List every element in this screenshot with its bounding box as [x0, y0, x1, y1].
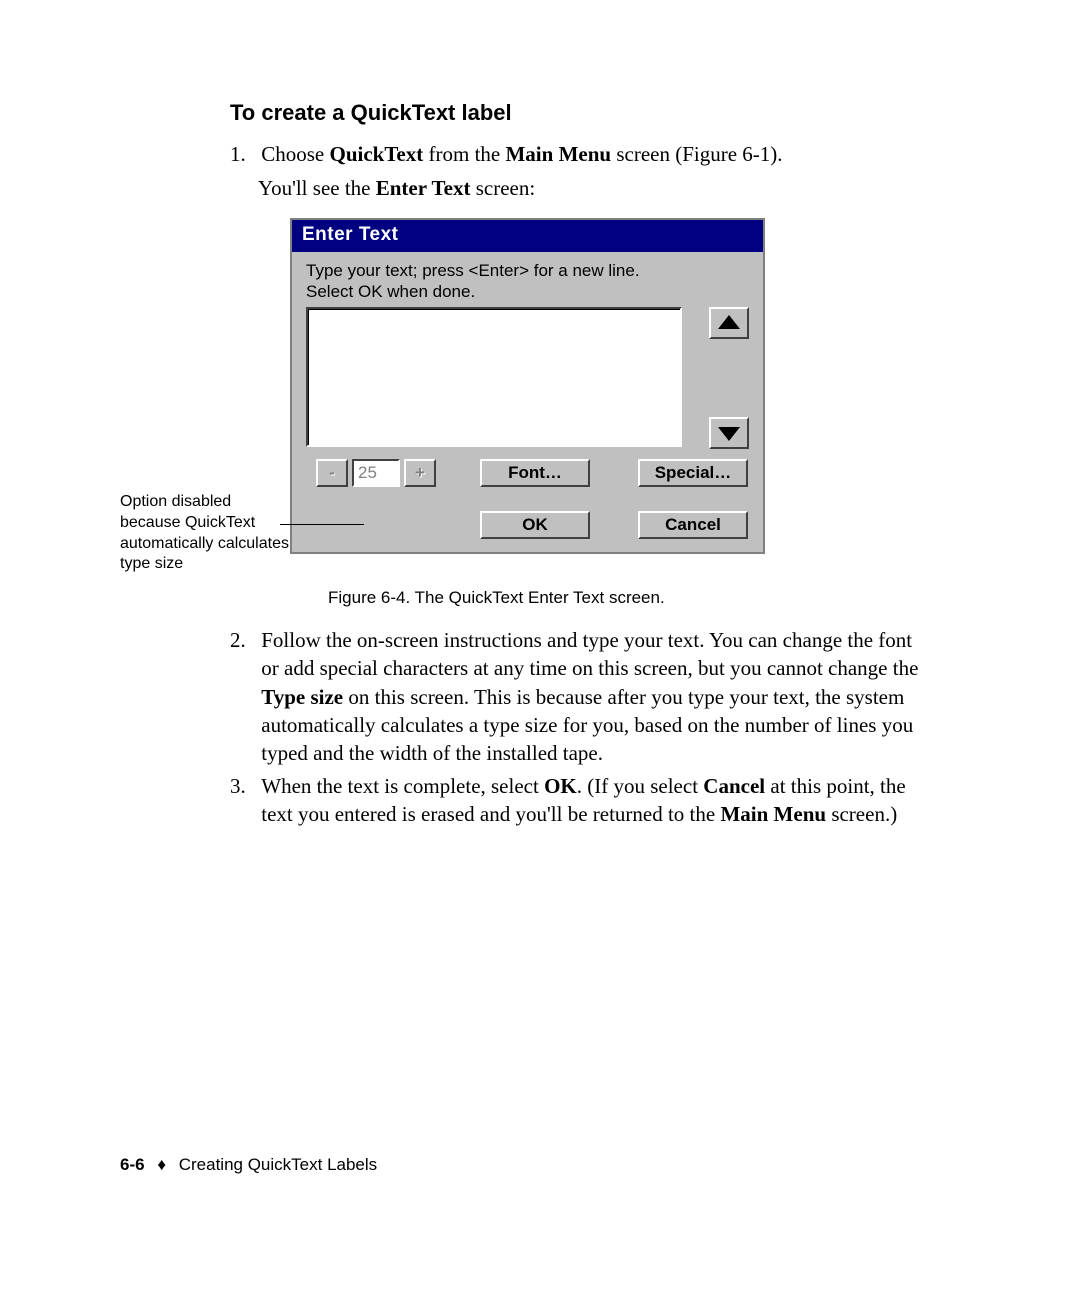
step-1-text: Choose QuickText from the Main Menu scre…: [261, 142, 782, 166]
step-1-line2: You'll see the Enter Text screen:: [258, 176, 535, 201]
size-plus-button: +: [404, 459, 436, 487]
dialog-instruction-line1: Type your text; press <Enter> for a new …: [306, 260, 749, 281]
footer-chapter-title: Creating QuickText Labels: [179, 1155, 377, 1174]
step-1: 1. Choose QuickText from the Main Menu s…: [230, 142, 890, 167]
step-2-body: Follow the on-screen instructions and ty…: [261, 626, 921, 768]
step-2-number: 2.: [230, 626, 256, 654]
dialog-instructions: Type your text; press <Enter> for a new …: [292, 252, 763, 305]
text-input[interactable]: [306, 307, 682, 447]
dialog-text-row: [292, 305, 763, 453]
enter-text-dialog: Enter Text Type your text; press <Enter>…: [290, 218, 765, 554]
footer-diamond-icon: ♦: [157, 1155, 166, 1174]
step-2: 2. Follow the on-screen instructions and…: [230, 626, 930, 768]
step-3: 3. When the text is complete, select OK.…: [230, 772, 930, 829]
callout-text: Option disabled because QuickText automa…: [120, 492, 290, 575]
dialog-titlebar: Enter Text: [292, 220, 763, 252]
callout-leader-line: [280, 524, 364, 525]
figure-caption: Figure 6-4. The QuickText Enter Text scr…: [328, 588, 665, 608]
font-button[interactable]: Font…: [480, 459, 590, 487]
footer-page-number: 6-6: [120, 1155, 145, 1174]
dialog-instruction-line2: Select OK when done.: [306, 281, 749, 302]
section-heading: To create a QuickText label: [230, 100, 512, 126]
scroll-up-button[interactable]: [709, 307, 749, 339]
page-footer: 6-6 ♦ Creating QuickText Labels: [120, 1155, 377, 1175]
special-button[interactable]: Special…: [638, 459, 748, 487]
triangle-down-icon: [718, 427, 740, 441]
page: To create a QuickText label 1. Choose Qu…: [0, 0, 1080, 1311]
size-value-display: 25: [352, 459, 400, 487]
dialog-controls-row: - 25 + Font… Special…: [292, 459, 763, 497]
size-minus-button: -: [316, 459, 348, 487]
step-3-number: 3.: [230, 772, 256, 800]
dialog-ok-cancel-row: OK Cancel: [292, 511, 763, 549]
cancel-button[interactable]: Cancel: [638, 511, 748, 539]
scroll-down-button[interactable]: [709, 417, 749, 449]
triangle-up-icon: [718, 315, 740, 329]
step-3-body: When the text is complete, select OK. (I…: [261, 772, 921, 829]
step-1-number: 1.: [230, 142, 256, 167]
ok-button[interactable]: OK: [480, 511, 590, 539]
